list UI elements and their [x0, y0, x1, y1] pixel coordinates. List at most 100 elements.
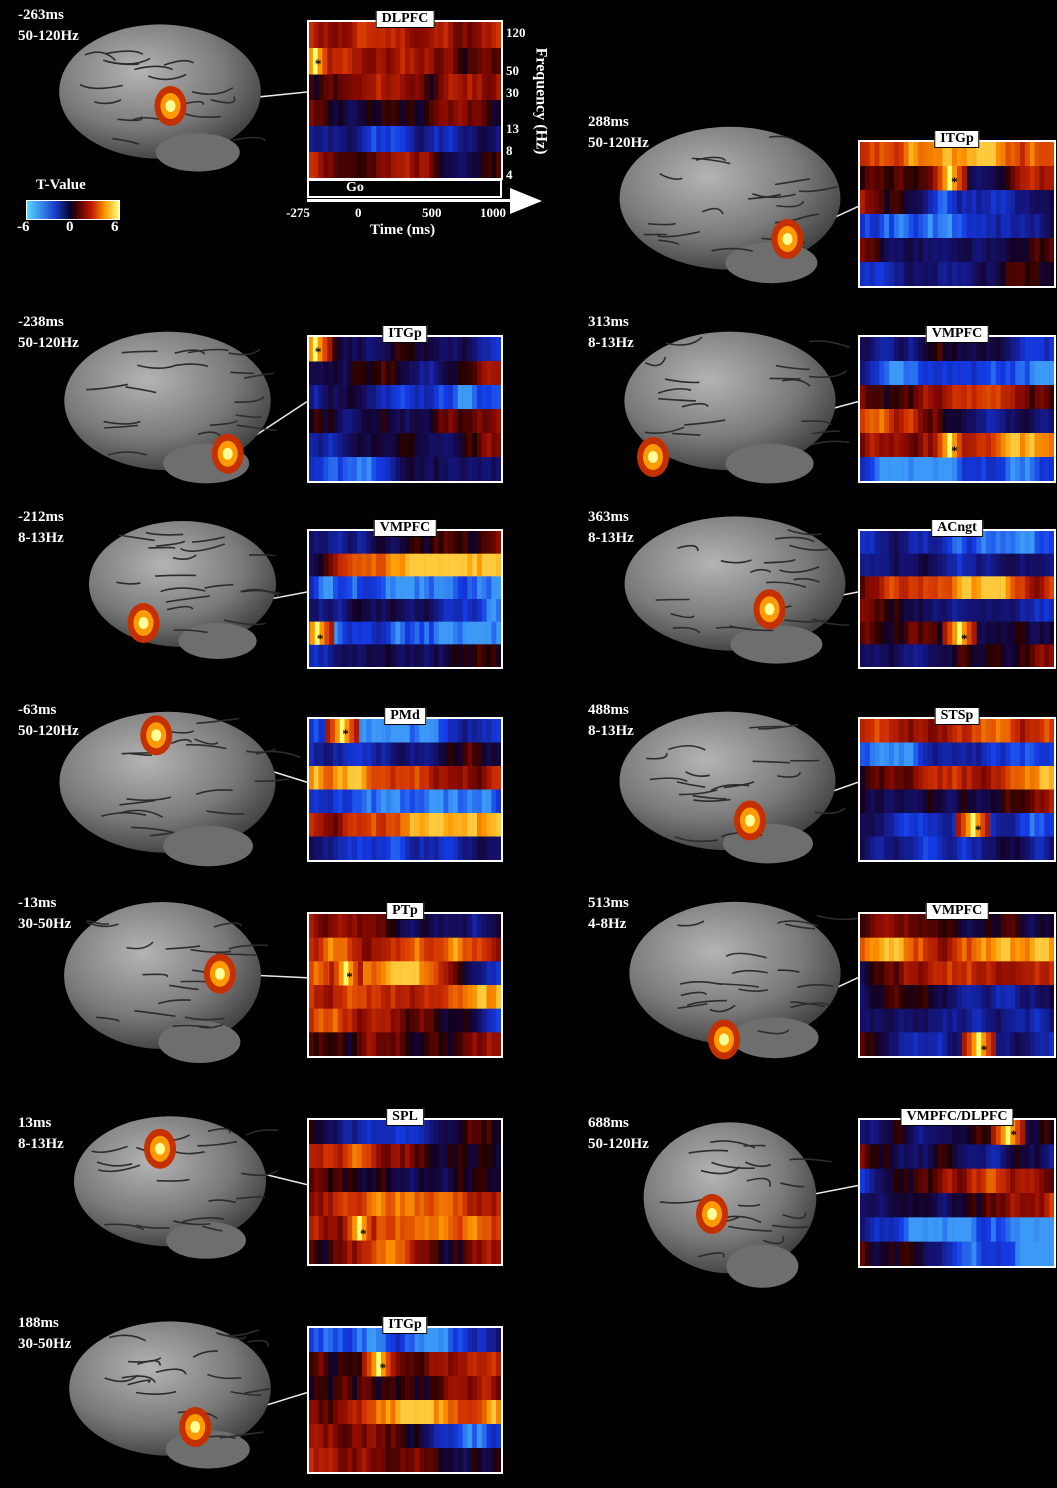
panel-label: -63ms 50-120Hz — [18, 700, 79, 742]
time-tick-4: 1000 — [480, 205, 506, 220]
latency-label: -238ms — [18, 314, 64, 330]
time-frequency-map: * — [858, 140, 1056, 288]
significance-star: * — [951, 442, 958, 458]
brain-render — [640, 1115, 832, 1295]
roi-label: VMPFC — [373, 519, 437, 537]
freq-tick-1: 120 — [506, 25, 526, 40]
significance-star: * — [980, 1042, 988, 1058]
time-frequency-map: * — [858, 912, 1056, 1058]
roi-label: ITGp — [382, 325, 428, 343]
brain-render — [60, 895, 268, 1070]
band-label: 8-13Hz — [588, 530, 634, 546]
freq-tick-4: 13 — [506, 121, 519, 136]
brain-render — [85, 515, 282, 665]
colorbar-tick-mid: 0 — [66, 219, 74, 235]
go-event-bar — [307, 179, 502, 198]
band-label: 8-13Hz — [588, 335, 634, 351]
latency-label: -63ms — [18, 702, 57, 718]
latency-label: 688ms — [588, 1115, 629, 1131]
brain-render — [70, 1110, 279, 1265]
time-frequency-map: * — [307, 529, 503, 669]
latency-label: -263ms — [18, 7, 64, 23]
latency-label: -212ms — [18, 509, 64, 525]
brain-render — [55, 18, 266, 178]
panel-label: 13ms 8-13Hz — [18, 1113, 64, 1155]
band-label: 50-120Hz — [18, 335, 79, 351]
latency-label: 488ms — [588, 702, 629, 718]
time-axis-line — [307, 199, 517, 202]
band-label: 8-13Hz — [588, 723, 634, 739]
roi-label: PTp — [386, 902, 424, 920]
latency-label: 313ms — [588, 314, 629, 330]
roi-label: DLPFC — [375, 10, 435, 28]
time-frequency-map: * — [307, 912, 503, 1058]
latency-label: 13ms — [18, 1115, 52, 1131]
band-label: 30-50Hz — [18, 1336, 72, 1352]
significance-star: * — [360, 1225, 367, 1241]
panel-label: 688ms 50-120Hz — [588, 1113, 649, 1155]
significance-star: * — [974, 822, 982, 838]
band-label: 50-120Hz — [18, 723, 79, 739]
freq-tick-3: 30 — [506, 85, 519, 100]
roi-label: STSp — [934, 707, 980, 725]
roi-label: ITGp — [382, 1316, 428, 1334]
panel-label: 488ms 8-13Hz — [588, 700, 634, 742]
colorbar-title: T-Value — [36, 177, 86, 193]
time-frequency-map: * — [307, 1326, 503, 1474]
panel-label: 363ms 8-13Hz — [588, 507, 634, 549]
brain-render — [615, 120, 845, 290]
time-tick-1: -275 — [286, 205, 310, 220]
brain-render — [620, 510, 850, 670]
significance-star: * — [314, 56, 322, 72]
band-label: 8-13Hz — [18, 530, 64, 546]
roi-label: ITGp — [934, 130, 980, 148]
band-label: 4-8Hz — [588, 916, 627, 932]
panel-label: 513ms 4-8Hz — [588, 893, 629, 935]
freq-tick-5: 8 — [506, 143, 513, 158]
time-axis-arrow — [510, 188, 542, 214]
brain-render — [60, 325, 277, 490]
band-label: 8-13Hz — [18, 1136, 64, 1152]
band-label: 50-120Hz — [588, 1136, 649, 1152]
band-label: 50-120Hz — [18, 28, 79, 44]
significance-star: * — [346, 969, 353, 985]
roi-label: VMPFC — [925, 325, 989, 343]
colorbar — [26, 200, 120, 220]
panel-label: -13ms 30-50Hz — [18, 893, 71, 935]
panel-label: -263ms 50-120Hz — [18, 5, 79, 47]
time-frequency-map: * — [307, 1118, 503, 1266]
latency-label: 188ms — [18, 1315, 59, 1331]
freq-tick-6: 4 — [506, 167, 513, 182]
brain-render — [620, 325, 851, 490]
latency-label: -13ms — [18, 895, 57, 911]
freq-axis-label: Frequency (Hz) — [532, 47, 550, 155]
brain-render — [625, 895, 860, 1065]
colorbar-tick-min: -6 — [17, 219, 30, 235]
time-frequency-map: * — [307, 20, 503, 180]
significance-star: * — [379, 1359, 387, 1375]
roi-label: VMPFC/DLPFC — [900, 1108, 1014, 1126]
roi-label: SPL — [386, 1108, 424, 1126]
go-event-label: Go — [346, 180, 364, 195]
brain-render — [65, 1315, 275, 1475]
panel-label: 288ms 50-120Hz — [588, 112, 649, 154]
time-frequency-map: * — [858, 1118, 1056, 1268]
significance-star: * — [951, 173, 958, 189]
time-frequency-map: * — [858, 529, 1056, 669]
significance-star: * — [1010, 1127, 1018, 1142]
significance-star: * — [316, 630, 324, 646]
roi-label: VMPFC — [925, 902, 989, 920]
time-frequency-map: * — [307, 717, 503, 862]
panel-label: -212ms 8-13Hz — [18, 507, 64, 549]
time-frequency-map: * — [858, 335, 1056, 483]
significance-star: * — [314, 343, 322, 359]
roi-label: ACngt — [931, 519, 983, 537]
time-frequency-map: * — [307, 335, 503, 483]
brain-render — [55, 705, 301, 873]
band-label: 50-120Hz — [588, 135, 649, 151]
latency-label: 363ms — [588, 509, 629, 525]
time-tick-3: 500 — [422, 205, 442, 220]
significance-star: * — [961, 630, 968, 646]
significance-star: * — [342, 725, 349, 741]
latency-label: 513ms — [588, 895, 629, 911]
